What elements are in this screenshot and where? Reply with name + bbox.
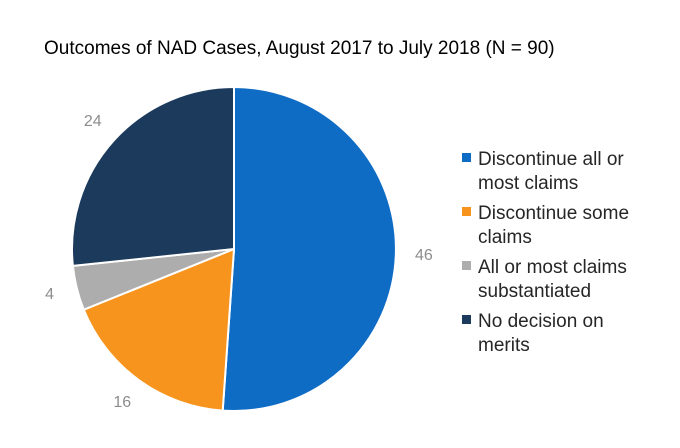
pie-slices <box>71 85 397 412</box>
legend-label: claims <box>478 227 532 248</box>
pie-slice-no-decision-on-merits <box>71 85 235 268</box>
legend-marker <box>462 315 471 324</box>
legend-item-discontinue-some-claims: Discontinue some claims <box>462 203 629 248</box>
data-label-discontinue-all-or-most-claims: 46 <box>415 247 433 264</box>
legend-label: Discontinue all or <box>478 149 624 170</box>
legend-label: All or most claims <box>478 257 627 278</box>
chart-title: Outcomes of NAD Cases, August 2017 to Ju… <box>44 38 555 59</box>
legend-marker <box>462 153 471 162</box>
pie-slice-discontinue-some-claims <box>82 247 236 412</box>
legend-label: substantiated <box>478 281 591 302</box>
data-label-all-or-most-claims-substantiated: 4 <box>45 286 54 303</box>
data-labels: 46 16 4 24 <box>45 113 433 411</box>
legend-marker <box>462 207 471 216</box>
legend-item-discontinue-all-or-most-claims: Discontinue all or most claims <box>462 149 624 194</box>
legend-item-no-decision-on-merits: No decision on merits <box>462 311 604 356</box>
data-label-discontinue-some-claims: 16 <box>113 394 131 411</box>
legend-item-all-or-most-claims-substantiated: All or most claims substantiated <box>462 257 627 302</box>
data-label-no-decision-on-merits: 24 <box>84 113 102 130</box>
legend-label: most claims <box>478 173 578 194</box>
legend-label: No decision on <box>478 311 604 332</box>
legend-label: Discontinue some <box>478 203 629 224</box>
pie-slice-discontinue-all-or-most-claims <box>221 85 397 412</box>
legend-label: merits <box>478 335 530 356</box>
legend-marker <box>462 261 471 270</box>
